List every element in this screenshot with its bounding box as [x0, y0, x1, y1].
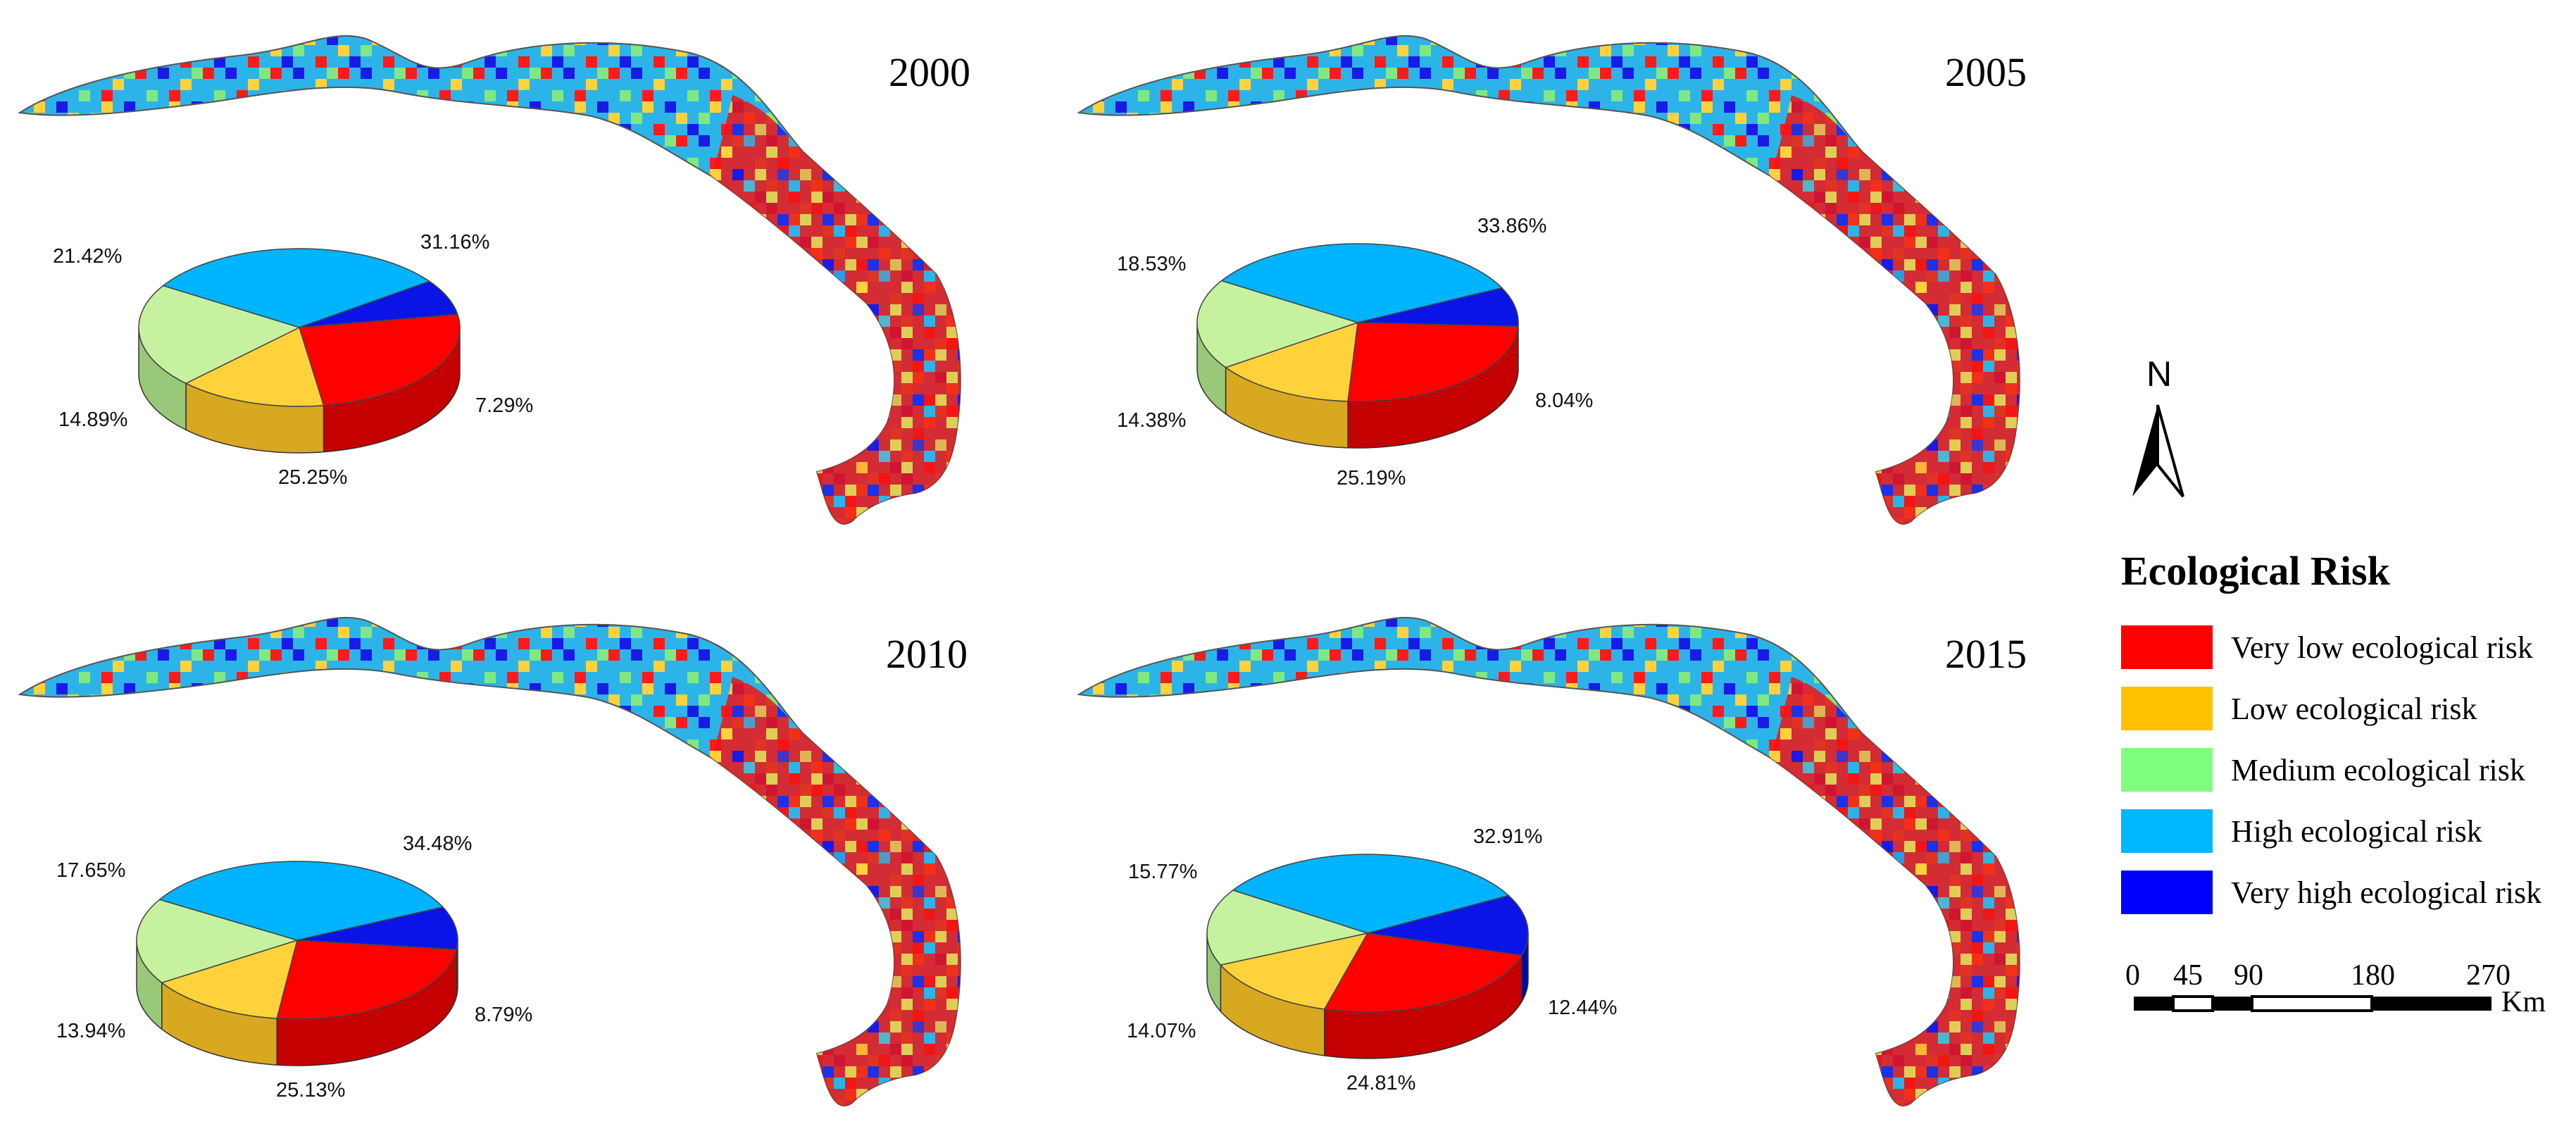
pie-slice-low — [1224, 321, 1358, 402]
legend-item-high: High ecological risk — [2121, 809, 2482, 853]
river-corridor — [1077, 616, 2020, 1106]
pie-chart-2015: 24.81% 14.07% 15.77% 32.91% 12.44% — [1127, 825, 1617, 1094]
north-arrow-right-half — [2156, 404, 2184, 498]
pie-label-very_high: 12.44% — [1548, 997, 1617, 1019]
pie-label-medium: 18.53% — [1117, 253, 1186, 275]
pie-slice-medium — [1196, 280, 1360, 368]
north-arrow-icon — [2132, 405, 2158, 497]
pie-slice-medium — [1206, 890, 1370, 966]
pie-label-high: 34.48% — [403, 832, 472, 855]
scale-tick-45: 45 — [2173, 959, 2203, 992]
pie-slice-low — [161, 939, 299, 1019]
north-label: N — [2146, 354, 2172, 394]
risk-map-2010 — [18, 616, 961, 1106]
pie-label-very_low: 25.25% — [278, 466, 347, 489]
legend-item-medium: Medium ecological risk — [2121, 748, 2525, 792]
pie-slice-very_low — [1323, 932, 1523, 1013]
legend-swatch-low — [2121, 687, 2213, 730]
scale-tick-270: 270 — [2466, 959, 2511, 992]
scale-seg-2 — [2172, 995, 2214, 1012]
pie-label-low: 14.07% — [1127, 1020, 1196, 1042]
pie-label-medium: 17.65% — [56, 859, 125, 882]
pie-label-low: 14.38% — [1117, 409, 1186, 432]
scale-seg-1 — [2134, 997, 2173, 1011]
pie-label-very_high: 8.04% — [1535, 389, 1593, 412]
river-lower-reach — [711, 95, 961, 524]
risk-map-2015 — [1077, 616, 2020, 1106]
legend-swatch-high — [2121, 809, 2213, 853]
river-lower-reach — [1770, 677, 2020, 1106]
legend-item-very_high: Very high ecological risk — [2121, 871, 2541, 914]
pie-slice-very_high — [1367, 894, 1529, 956]
legend-label-high: High ecological risk — [2231, 814, 2482, 849]
river-corridor — [18, 616, 961, 1106]
pie-label-very_high: 7.29% — [475, 394, 533, 417]
river-lower-reach — [711, 677, 961, 1106]
pie-label-high: 32.91% — [1473, 825, 1542, 848]
year-label-2015: 2015 — [1945, 631, 2027, 677]
legend: Ecological Risk Very low ecological risk… — [2121, 548, 2541, 914]
pie-label-very_high: 8.79% — [475, 1004, 532, 1026]
pie-label-low: 14.89% — [58, 408, 127, 431]
north-arrow: N — [2132, 354, 2184, 498]
pie-slice-medium — [138, 285, 301, 385]
legend-item-very_low: Very low ecological risk — [2121, 625, 2533, 669]
pie-slice-very_high — [296, 906, 458, 951]
pie-label-very_low: 25.13% — [276, 1079, 345, 1102]
pie-label-very_low: 25.19% — [1337, 467, 1406, 489]
scale-bar: 0 45 90 180 270 Km — [2125, 959, 2546, 1018]
legend-title: Ecological Risk — [2121, 548, 2391, 594]
river-lower-reach — [1770, 95, 2020, 524]
river-corridor — [1077, 35, 2020, 525]
pie-chart-2005: 25.19% 14.38% 18.53% 33.86% 8.04% — [1117, 215, 1593, 489]
pie-chart-2000: 25.25% 14.89% 21.42% 31.16% 7.29% — [53, 231, 533, 489]
scale-tick-90: 90 — [2234, 959, 2263, 992]
pie-label-low: 13.94% — [56, 1020, 125, 1042]
pie-label-high: 33.86% — [1477, 215, 1546, 237]
pie-slice-very_low — [299, 313, 461, 406]
legend-item-low: Low ecological risk — [2121, 687, 2477, 730]
scale-unit: Km — [2501, 986, 2546, 1018]
pie-slice-very_low — [276, 940, 458, 1020]
legend-swatch-medium — [2121, 748, 2213, 792]
pie-label-high: 31.16% — [420, 231, 489, 254]
pie-slice-high — [1220, 243, 1503, 323]
pie-label-very_low: 24.81% — [1346, 1072, 1415, 1094]
year-label-2005: 2005 — [1945, 49, 2027, 95]
legend-label-low: Low ecological risk — [2231, 692, 2477, 726]
pie-chart-2010: 25.13% 13.94% 17.65% 34.48% 8.79% — [56, 832, 532, 1102]
pie-slice-very_high — [1357, 287, 1519, 327]
pie-label-medium: 21.42% — [53, 245, 122, 268]
legend-label-very_low: Very low ecological risk — [2231, 630, 2533, 665]
pie-slice-very_high — [299, 280, 458, 328]
legend-label-very_high: Very high ecological risk — [2231, 875, 2541, 910]
scale-seg-3 — [2213, 997, 2252, 1011]
year-label-2010: 2010 — [886, 631, 968, 677]
pie-slice-very_low — [1347, 322, 1519, 402]
risk-map-2005 — [1077, 35, 2020, 525]
year-label-2000: 2000 — [889, 49, 970, 95]
pie-label-medium: 15.77% — [1128, 861, 1197, 883]
scale-seg-4 — [2251, 995, 2373, 1012]
pie-slice-low — [1219, 932, 1369, 1010]
pie-slice-high — [162, 248, 431, 328]
risk-map-2000 — [18, 35, 961, 525]
pie-slice-low — [185, 326, 325, 407]
legend-swatch-very_low — [2121, 625, 2213, 669]
scale-tick-180: 180 — [2351, 959, 2395, 992]
pie-slice-medium — [136, 899, 299, 984]
river-corridor — [18, 35, 961, 525]
scale-tick-0: 0 — [2125, 959, 2140, 992]
legend-swatch-very_high — [2121, 871, 2213, 914]
scale-seg-5 — [2372, 997, 2491, 1011]
legend-label-medium: Medium ecological risk — [2231, 753, 2525, 787]
